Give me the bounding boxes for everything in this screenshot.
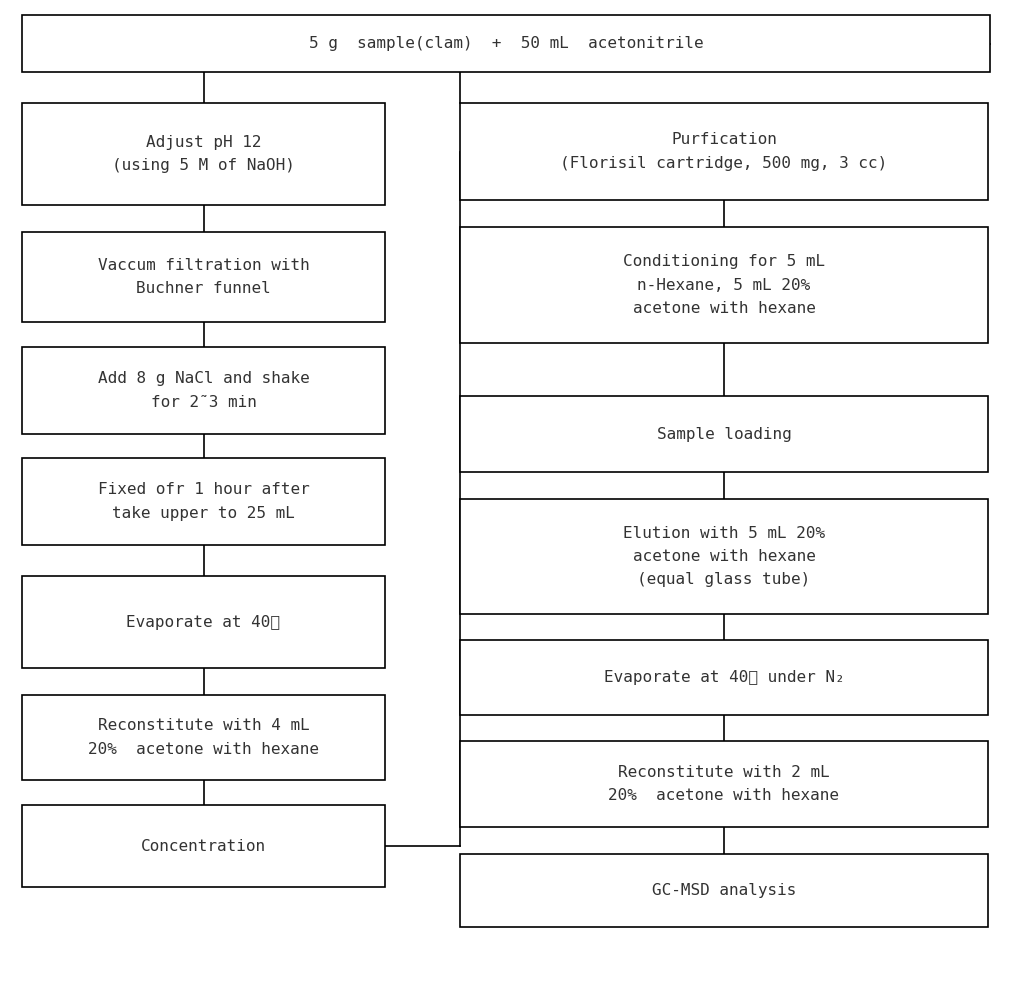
Text: Conditioning for 5 mL
n-Hexane, 5 mL 20%
acetone with hexane: Conditioning for 5 mL n-Hexane, 5 mL 20%… — [623, 254, 825, 316]
Text: Reconstitute with 4 mL
20%  acetone with hexane: Reconstitute with 4 mL 20% acetone with … — [88, 718, 319, 757]
Bar — [22, 232, 385, 322]
Text: Concentration: Concentration — [141, 839, 266, 854]
Bar — [22, 458, 385, 545]
Bar — [460, 640, 988, 715]
Bar — [22, 15, 990, 72]
Text: Add 8 g NaCl and shake
for 2˜3 min: Add 8 g NaCl and shake for 2˜3 min — [97, 372, 309, 409]
Text: 5 g  sample(clam)  +  50 mL  acetonitrile: 5 g sample(clam) + 50 mL acetonitrile — [308, 36, 704, 51]
Bar — [460, 499, 988, 614]
Text: Sample loading: Sample loading — [657, 426, 791, 441]
Text: Fixed ofr 1 hour after
take upper to 25 mL: Fixed ofr 1 hour after take upper to 25 … — [97, 482, 309, 521]
Bar — [460, 741, 988, 827]
Text: Adjust pH 12
(using 5 M of NaOH): Adjust pH 12 (using 5 M of NaOH) — [113, 134, 295, 173]
Bar — [460, 854, 988, 927]
Bar — [22, 103, 385, 205]
Text: Purfication
(Florisil cartridge, 500 mg, 3 cc): Purfication (Florisil cartridge, 500 mg,… — [561, 132, 887, 170]
Text: GC-MSD analysis: GC-MSD analysis — [652, 883, 796, 898]
Bar — [460, 103, 988, 200]
Bar — [22, 576, 385, 668]
Text: Reconstitute with 2 mL
20%  acetone with hexane: Reconstitute with 2 mL 20% acetone with … — [608, 765, 840, 803]
Bar — [22, 695, 385, 780]
Bar — [460, 396, 988, 472]
Text: Vaccum filtration with
Buchner funnel: Vaccum filtration with Buchner funnel — [97, 258, 309, 296]
Bar — [460, 227, 988, 343]
Text: Evaporate at 40℃: Evaporate at 40℃ — [127, 615, 281, 629]
Bar — [22, 805, 385, 887]
Text: Evaporate at 40℃ under N₂: Evaporate at 40℃ under N₂ — [603, 670, 845, 685]
Text: Elution with 5 mL 20%
acetone with hexane
(equal glass tube): Elution with 5 mL 20% acetone with hexan… — [623, 526, 825, 588]
Bar — [22, 347, 385, 434]
